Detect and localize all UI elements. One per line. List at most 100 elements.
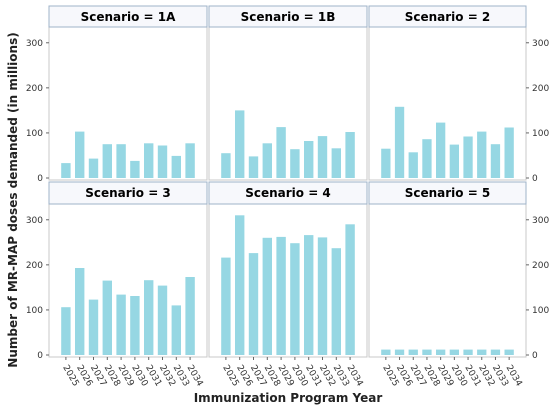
panel-2: Scenario = 1B bbox=[208, 5, 368, 181]
facet-strip bbox=[368, 181, 527, 205]
bar bbox=[304, 141, 314, 178]
bar bbox=[88, 299, 99, 355]
bar bbox=[331, 148, 341, 178]
facet-strip bbox=[48, 5, 208, 28]
bar bbox=[116, 144, 126, 178]
bar bbox=[235, 110, 245, 178]
y-tick-label: 100 bbox=[532, 306, 549, 316]
panel-3: Scenario = 2 bbox=[368, 5, 527, 181]
bar bbox=[345, 132, 355, 178]
bar bbox=[408, 349, 418, 355]
bar bbox=[381, 148, 391, 178]
facet-label: Scenario = 3 bbox=[85, 186, 171, 200]
bar bbox=[345, 224, 355, 355]
bar bbox=[185, 277, 195, 355]
bar bbox=[504, 349, 514, 355]
bar bbox=[477, 349, 487, 355]
panel-5: Scenario = 4 bbox=[208, 181, 368, 358]
bar bbox=[477, 131, 487, 178]
bar bbox=[381, 349, 391, 355]
facet-strip bbox=[48, 181, 208, 205]
bar bbox=[235, 215, 245, 355]
bar bbox=[262, 143, 272, 178]
bar bbox=[171, 155, 181, 178]
bar bbox=[449, 144, 459, 178]
facet-strip bbox=[368, 5, 527, 28]
y-tick-label: 100 bbox=[26, 306, 43, 316]
bar bbox=[463, 349, 473, 355]
bar bbox=[221, 153, 231, 178]
bar bbox=[185, 143, 195, 178]
bar bbox=[276, 236, 286, 355]
y-axis-title: Number of MR-MAP doses demanded (in mill… bbox=[6, 32, 20, 367]
bar bbox=[157, 145, 168, 178]
y-axis-left: 0 100 200 300 0 100 200 300 bbox=[26, 39, 49, 361]
facet-label: Scenario = 2 bbox=[405, 10, 491, 24]
chart-panels: Scenario = 1A Scenario = 1B Scenario = 2 Sc… bbox=[48, 5, 527, 358]
bar bbox=[102, 144, 112, 178]
bar bbox=[394, 349, 405, 355]
bar bbox=[130, 296, 140, 355]
bar bbox=[75, 268, 85, 355]
bar bbox=[61, 163, 71, 178]
y-tick-label: 200 bbox=[26, 261, 43, 271]
bar bbox=[290, 243, 300, 355]
panel-frame bbox=[368, 203, 527, 358]
bar bbox=[422, 349, 432, 355]
bar bbox=[490, 144, 501, 178]
facet-label: Scenario = 1B bbox=[241, 10, 336, 24]
bar bbox=[436, 122, 446, 178]
bar bbox=[394, 106, 405, 178]
facet-label: Scenario = 1A bbox=[81, 10, 177, 24]
bar bbox=[144, 280, 154, 355]
facet-label: Scenario = 5 bbox=[405, 186, 491, 200]
bar bbox=[157, 285, 168, 355]
facet-label: Scenario = 4 bbox=[245, 186, 331, 200]
x-axis-title: Immunization Program Year bbox=[194, 391, 383, 405]
bar bbox=[116, 294, 126, 355]
y-tick-label: 200 bbox=[532, 261, 549, 271]
bar bbox=[221, 257, 231, 355]
bar bbox=[463, 136, 473, 178]
panel-6: Scenario = 5 bbox=[368, 181, 527, 358]
bar bbox=[317, 136, 328, 178]
bar bbox=[262, 237, 272, 355]
y-axis-right: 0 100 200 300 0 100 200 300 bbox=[526, 39, 549, 361]
y-tick-label: 200 bbox=[26, 84, 43, 94]
panel-4: Scenario = 3 bbox=[48, 181, 208, 358]
facet-strip bbox=[208, 181, 368, 205]
bar bbox=[408, 152, 418, 178]
panel-frame bbox=[208, 203, 368, 358]
y-tick-label: 300 bbox=[26, 216, 43, 226]
bar bbox=[102, 280, 112, 355]
bar bbox=[276, 127, 286, 178]
bar bbox=[88, 158, 99, 178]
y-tick-label: 0 bbox=[532, 174, 538, 184]
y-tick-label: 0 bbox=[37, 174, 43, 184]
bar bbox=[331, 248, 341, 355]
panel-frame bbox=[48, 26, 208, 181]
bar bbox=[490, 349, 501, 355]
y-tick-label: 300 bbox=[532, 216, 549, 226]
bar bbox=[144, 143, 154, 178]
y-tick-label: 0 bbox=[532, 351, 538, 361]
y-tick-label: 300 bbox=[532, 39, 549, 49]
bar bbox=[436, 349, 446, 355]
panel-frame bbox=[48, 203, 208, 358]
y-tick-label: 300 bbox=[26, 39, 43, 49]
bar bbox=[317, 237, 328, 355]
bar bbox=[504, 127, 514, 178]
bar bbox=[248, 253, 259, 355]
bar bbox=[171, 305, 181, 355]
bar bbox=[75, 131, 85, 178]
bar bbox=[248, 156, 259, 178]
facet-strip bbox=[208, 5, 368, 28]
bar bbox=[422, 139, 432, 178]
panel-1: Scenario = 1A bbox=[48, 5, 208, 181]
bar bbox=[130, 160, 140, 178]
bar bbox=[61, 307, 71, 355]
bar bbox=[290, 149, 300, 178]
panel-frame bbox=[368, 26, 527, 181]
x-axis-ticks: 2025202620272028202920302031203220332034… bbox=[60, 357, 524, 389]
